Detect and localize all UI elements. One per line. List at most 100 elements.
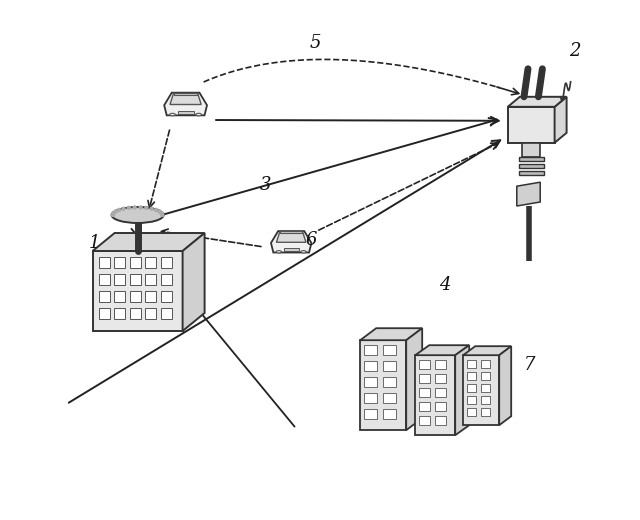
Bar	[130, 274, 141, 285]
Bar	[508, 107, 555, 143]
Circle shape	[149, 206, 154, 211]
Bar	[435, 388, 445, 397]
Ellipse shape	[170, 113, 175, 116]
Circle shape	[157, 209, 162, 214]
Bar	[99, 291, 109, 302]
Bar	[383, 377, 396, 387]
Bar	[145, 257, 156, 268]
Circle shape	[138, 205, 143, 210]
Circle shape	[160, 213, 164, 217]
Ellipse shape	[111, 207, 164, 223]
Polygon shape	[360, 328, 422, 340]
Circle shape	[122, 206, 126, 211]
Bar	[114, 291, 125, 302]
Circle shape	[111, 213, 115, 217]
Bar	[280, 231, 302, 233]
Bar	[284, 249, 299, 251]
Bar	[145, 308, 156, 319]
Circle shape	[113, 209, 118, 214]
Bar	[481, 360, 490, 368]
Polygon shape	[276, 232, 306, 242]
Bar	[419, 360, 429, 369]
Circle shape	[144, 206, 148, 210]
Circle shape	[111, 211, 116, 215]
Bar	[383, 345, 396, 355]
Bar	[114, 308, 125, 319]
Bar	[99, 274, 109, 285]
Bar	[99, 257, 109, 268]
Polygon shape	[517, 182, 540, 206]
Bar	[419, 402, 429, 411]
Bar	[161, 308, 172, 319]
Bar	[518, 171, 544, 175]
Bar	[467, 396, 476, 404]
Circle shape	[132, 205, 137, 210]
Text: 4: 4	[439, 276, 451, 294]
Ellipse shape	[196, 113, 202, 116]
Polygon shape	[508, 97, 566, 107]
Circle shape	[159, 211, 164, 215]
Bar	[145, 291, 156, 302]
Bar	[177, 111, 194, 114]
Bar	[130, 308, 141, 319]
Bar	[435, 360, 445, 369]
Bar	[383, 393, 396, 403]
Bar	[161, 291, 172, 302]
Text: 5: 5	[309, 34, 321, 51]
Text: 1: 1	[89, 235, 100, 252]
Bar	[435, 416, 445, 425]
Polygon shape	[182, 233, 205, 331]
Bar	[467, 384, 476, 392]
Bar	[522, 143, 540, 157]
Text: 7: 7	[524, 356, 536, 374]
Polygon shape	[170, 94, 201, 105]
Bar	[364, 345, 376, 355]
Polygon shape	[555, 97, 566, 143]
Circle shape	[127, 206, 131, 210]
Bar	[481, 408, 490, 415]
Bar	[93, 251, 182, 331]
Bar	[161, 257, 172, 268]
Bar	[481, 396, 490, 404]
Bar	[481, 372, 490, 380]
Bar	[174, 93, 197, 95]
Polygon shape	[415, 345, 469, 355]
Bar	[114, 274, 125, 285]
Bar	[467, 360, 476, 368]
Polygon shape	[93, 233, 205, 251]
Circle shape	[154, 208, 158, 212]
Circle shape	[117, 208, 122, 212]
Bar	[415, 355, 455, 435]
Ellipse shape	[301, 251, 306, 253]
Bar	[467, 408, 476, 415]
Bar	[99, 308, 109, 319]
Bar	[467, 372, 476, 380]
Bar	[364, 361, 376, 371]
Bar	[481, 384, 490, 392]
Bar	[435, 374, 445, 383]
Bar	[161, 274, 172, 285]
Polygon shape	[463, 346, 511, 355]
Bar	[364, 377, 376, 387]
Text: 2: 2	[569, 42, 580, 60]
Ellipse shape	[276, 251, 282, 253]
Bar	[114, 257, 125, 268]
Bar	[435, 402, 445, 411]
Polygon shape	[164, 93, 207, 115]
Bar	[130, 257, 141, 268]
Bar	[130, 291, 141, 302]
Bar	[518, 157, 544, 161]
Bar	[360, 340, 406, 430]
Bar	[383, 361, 396, 371]
Bar	[364, 393, 376, 403]
Bar	[419, 374, 429, 383]
Polygon shape	[455, 345, 469, 435]
Bar	[419, 416, 429, 425]
Bar	[518, 164, 544, 168]
Bar	[364, 409, 376, 419]
Text: 3: 3	[260, 176, 271, 193]
Bar	[383, 409, 396, 419]
Polygon shape	[271, 231, 312, 253]
Polygon shape	[499, 346, 511, 425]
Bar	[419, 388, 429, 397]
